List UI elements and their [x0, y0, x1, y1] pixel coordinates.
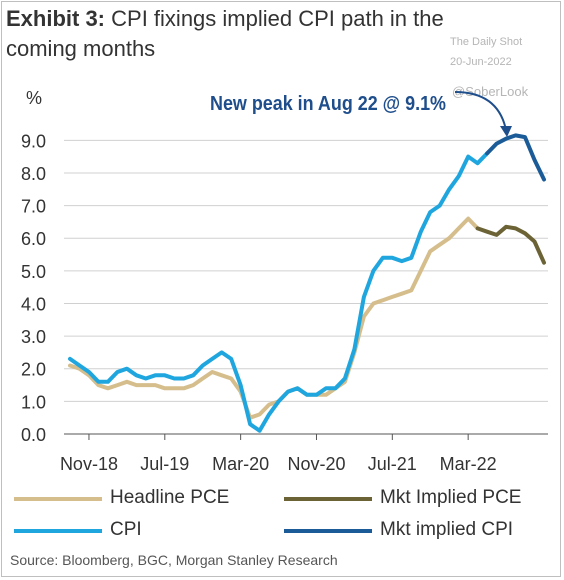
series-line-headline-pce — [68, 216, 480, 420]
y-tick-label: 8.0 — [21, 164, 46, 184]
watermark-date: 20-Jun-2022 — [450, 56, 512, 68]
y-tick-label: 3.0 — [21, 327, 46, 347]
x-tick-label: Nov-20 — [287, 454, 345, 474]
series-line-mkt-implied-pce — [475, 224, 546, 265]
series-lines — [68, 133, 546, 433]
exhibit-number: Exhibit 3: — [6, 6, 106, 31]
annotation-group: New peak in Aug 22 @ 9.1% — [210, 91, 512, 137]
legend-label: Mkt Implied PCE — [380, 487, 522, 508]
source-note: Source: Bloomberg, BGC, Morgan Stanley R… — [10, 552, 338, 568]
legend-swatch — [14, 497, 102, 501]
legend-swatch — [284, 529, 372, 533]
y-tick-label: 1.0 — [21, 392, 46, 412]
annotation-arrow — [454, 91, 507, 131]
exhibit-title: CPI fixings implied CPI path in the comi… — [6, 6, 444, 61]
x-tick-label: Mar-20 — [212, 454, 269, 474]
y-axis-ticks: 0.0 1.0 2.0 3.0 4.0 5.0 6.0 7.0 8.0 9.0% — [21, 88, 46, 445]
watermark-source: The Daily Shot — [450, 36, 523, 48]
grid-lines — [64, 139, 548, 402]
y-tick-label: 2.0 — [21, 360, 46, 380]
x-axis: Nov-18 Jul-19 Mar-20 Nov-20 Jul-21 Mar-22 — [60, 433, 548, 474]
y-tick-label: 7.0 — [21, 197, 46, 217]
annotation-text: New peak in Aug 22 @ 9.1% — [210, 93, 446, 115]
chart-title: Exhibit 3: CPI fixings implied CPI path … — [6, 4, 506, 64]
x-tick-label: Mar-22 — [440, 454, 497, 474]
y-tick-label: 6.0 — [21, 229, 46, 249]
legend-swatch — [14, 529, 102, 533]
series-line-mkt-implied-cpi — [485, 133, 546, 182]
series-line-cpi — [68, 151, 490, 433]
y-axis-label: % — [26, 88, 42, 108]
x-tick-label: Jul-21 — [368, 454, 417, 474]
annotation-arrowhead — [500, 126, 512, 137]
y-tick-label: 5.0 — [21, 262, 46, 282]
legend-label: Headline PCE — [110, 487, 230, 508]
x-tick-label: Jul-19 — [140, 454, 189, 474]
legend-label: Mkt implied CPI — [380, 519, 514, 540]
y-tick-label: 9.0 — [21, 131, 46, 151]
legend-label: CPI — [110, 519, 142, 540]
y-tick-label: 0.0 — [21, 425, 46, 445]
watermark-handle: @SoberLook — [452, 84, 529, 99]
y-tick-label: 4.0 — [21, 294, 46, 314]
x-tick-label: Nov-18 — [60, 454, 118, 474]
legend-swatch — [284, 497, 372, 501]
